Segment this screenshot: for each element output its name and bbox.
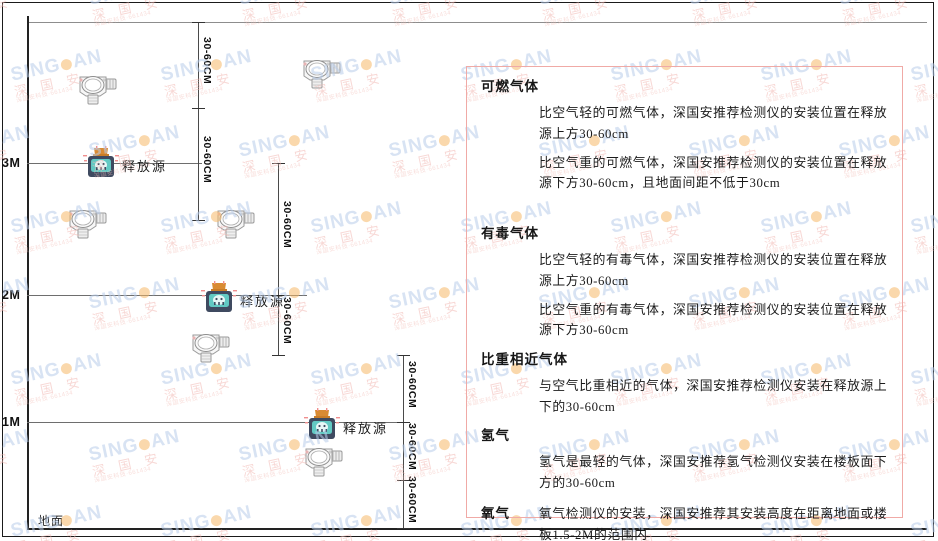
dimension-label: 30-60CM [406, 360, 418, 408]
release-source-label: 释放源 [343, 421, 389, 436]
section-heading: 有毒气体 [481, 226, 539, 241]
dimension-cap [192, 220, 205, 221]
level-line [27, 295, 307, 296]
axis-label: 3M [2, 156, 21, 170]
dimension-rail [278, 295, 279, 355]
gas-detector-icon [62, 202, 116, 242]
height-axis [27, 16, 29, 530]
guideline-panel: 可燃气体 比空气轻的可燃气体，深国安推荐检测仪的安装位置在释放源上方30-60cm… [466, 66, 903, 541]
dimension-rail [403, 480, 404, 528]
dimension-label: 30-60CM [281, 297, 293, 345]
guideline-section: 氢气氢气是最轻的气体，深国安推荐氢气检测仪安装在楼板面下方的30-60cm [481, 428, 889, 494]
section-paragraph: 氢气是最轻的气体，深国安推荐氢气检测仪安装在楼板面下方的30-60cm [539, 455, 888, 490]
dimension-rail [198, 108, 199, 220]
dimension-cap [272, 355, 285, 356]
dimension-rail [278, 163, 279, 295]
dimension-label: 30-60CM [281, 201, 293, 249]
level-line [27, 422, 407, 423]
dimension-cap [272, 163, 285, 164]
guideline-section: 氧气 氧气检测仪的安装，深国安推荐其安装高度在距离地面或楼板1.5-2M的范围内 [481, 504, 889, 541]
section-paragraph: 比空气轻的可燃气体，深国安推荐检测仪的安装位置在释放源上方30-60cm [539, 106, 888, 141]
section-heading: 氢气 [481, 428, 510, 443]
section-paragraph: 与空气比重相近的气体，深国安推荐检测仪安装在释放源上下的30-60cm [539, 379, 888, 414]
dimension-label: 30-60CM [406, 423, 418, 471]
section-paragraph: 比空气重的可燃气体，深国安推荐检测仪的安装位置在释放源下方30-60cm，且地面… [539, 155, 888, 191]
dimension-label: 30-60CM [201, 136, 213, 184]
release-source-label: 释放源 [240, 294, 286, 309]
dimension-cap [397, 480, 410, 481]
gas-detector-icon [210, 202, 264, 242]
section-heading: 氧气 [481, 506, 510, 521]
dimension-label: 30-60CM [406, 476, 418, 524]
dimension-cap [192, 108, 205, 109]
axis-label: 2M [2, 288, 21, 302]
dimension-cap [397, 355, 410, 356]
guideline-section: 可燃气体 比空气轻的可燃气体，深国安推荐检测仪的安装位置在释放源上方30-60cm… [481, 79, 889, 194]
dimension-label: 30-60CM [201, 37, 213, 85]
gas-detector-icon [296, 52, 350, 92]
dimension-rail [403, 355, 404, 422]
floor-line [27, 528, 927, 530]
level-line [27, 163, 202, 164]
gas-detector-icon [72, 68, 126, 108]
section-paragraph: 氧气检测仪的安装，深国安推荐其安装高度在距离地面或楼板1.5-2M的范围内 [539, 507, 888, 541]
section-heading: 比重相近气体 [481, 352, 568, 367]
release-source-icon [82, 146, 120, 180]
dimension-cap [272, 295, 285, 296]
dimension-cap [192, 22, 205, 23]
guideline-section: 有毒气体 比空气轻的有毒气体，深国安推荐检测仪的安装位置在释放源上方30-60cm… [481, 226, 889, 341]
axis-label: 1M [2, 415, 21, 429]
gas-detector-icon [185, 326, 239, 366]
section-paragraph: 比空气重的有毒气体，深国安推荐检测仪的安装位置在释放源下方30-60cm [539, 302, 888, 338]
ceiling-line [27, 22, 927, 23]
gas-detector-icon [298, 440, 352, 480]
release-source-icon [303, 408, 341, 442]
dimension-cap [397, 528, 410, 529]
section-paragraph: 比空气轻的有毒气体，深国安推荐检测仪的安装位置在释放源上方30-60cm [539, 253, 888, 288]
guideline-section: 比重相近气体与空气比重相近的气体，深国安推荐检测仪安装在释放源上下的30-60c… [481, 352, 889, 418]
dimension-rail [198, 22, 199, 108]
release-source-label: 释放源 [122, 159, 168, 174]
dimension-rail [403, 422, 404, 480]
release-source-icon [200, 281, 238, 315]
dimension-cap [397, 422, 410, 423]
ground-label: 地面 [38, 514, 65, 528]
section-heading: 可燃气体 [481, 79, 539, 94]
